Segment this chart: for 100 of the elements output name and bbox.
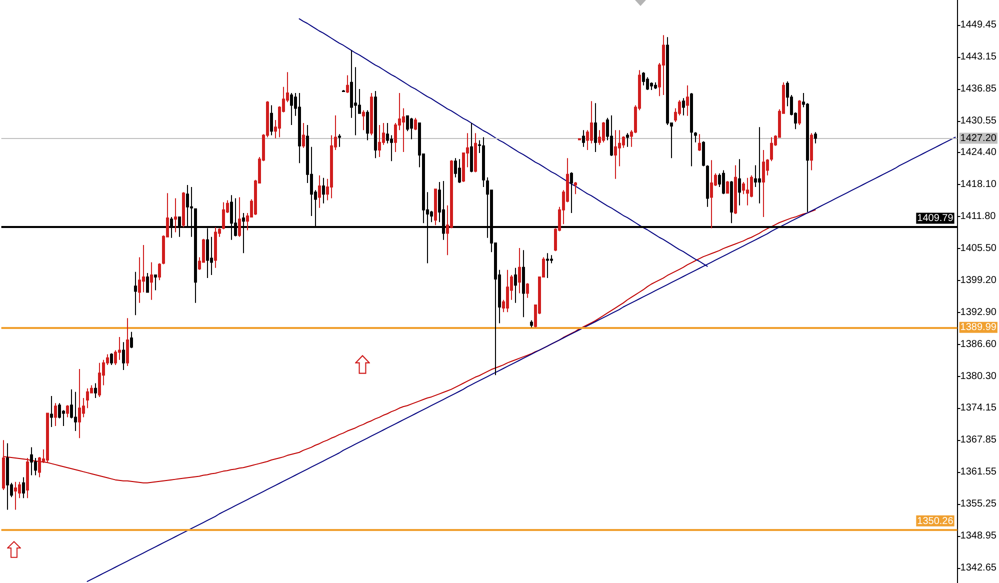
candlestick — [650, 82, 653, 90]
candlestick — [698, 134, 701, 152]
ref-line-label: 1350.26 — [917, 516, 954, 527]
candlestick — [574, 181, 577, 195]
candlestick — [810, 132, 813, 171]
candlestick — [370, 92, 373, 136]
candlestick — [470, 122, 473, 173]
candlestick — [770, 136, 773, 162]
candlestick — [602, 121, 605, 143]
candlestick — [290, 92, 293, 126]
candlestick — [270, 104, 273, 136]
candlestick — [610, 114, 613, 157]
y-tick-label: 1367.85 — [960, 434, 997, 446]
y-tick-label: 1424.40 — [960, 146, 997, 158]
candlestick — [814, 132, 817, 144]
candlestick — [694, 132, 697, 143]
ref-line-label: 1389.99 — [960, 322, 997, 333]
candlestick — [474, 132, 477, 173]
candlestick — [690, 92, 693, 167]
candlestick — [662, 34, 665, 96]
candlestick — [150, 262, 153, 300]
candlestick — [322, 177, 325, 204]
candlestick — [578, 138, 581, 141]
line-series — [2, 209, 816, 484]
candlestick — [86, 388, 89, 409]
candlestick — [570, 172, 573, 214]
candlestick — [458, 158, 461, 184]
y-tick-label: 1418.10 — [960, 179, 997, 190]
y-tick-label: 1436.85 — [960, 84, 997, 95]
candlestick — [710, 160, 713, 229]
candlestick — [410, 117, 413, 140]
ref-line-label: 1427.20 — [960, 132, 997, 144]
candlestick — [706, 164, 709, 208]
candlestick — [526, 282, 529, 298]
candlestick — [682, 98, 685, 116]
candlestick — [726, 180, 729, 194]
candlestick — [746, 177, 749, 206]
candlestick — [730, 180, 733, 224]
y-tick-label: 1411.80 — [960, 211, 996, 222]
candlestick — [110, 352, 113, 366]
candlestick — [238, 196, 241, 238]
candlestick — [302, 122, 305, 148]
candlestick — [366, 110, 369, 141]
candlestick — [582, 130, 585, 148]
candlestick — [626, 132, 629, 148]
candlestick — [94, 382, 97, 398]
y-tick-label: 1405.50 — [960, 243, 997, 254]
candlestick — [26, 457, 29, 499]
candlestick — [74, 391, 77, 432]
candlestick — [594, 102, 597, 152]
candlestick — [50, 395, 53, 428]
candlestick — [338, 134, 341, 148]
candlestick — [362, 110, 365, 131]
candlestick — [30, 446, 33, 476]
candlestick — [46, 412, 49, 463]
candlestick — [378, 124, 381, 158]
candlestick — [22, 476, 25, 499]
candlestick — [98, 362, 101, 398]
y-tick-label: 1342.65 — [960, 562, 997, 574]
candlestick — [738, 158, 741, 206]
candlestick — [374, 90, 377, 159]
candlestick — [158, 262, 161, 281]
candlestick — [342, 89, 345, 92]
candlestick — [414, 117, 417, 131]
candlestick — [506, 269, 509, 313]
candlestick — [518, 248, 521, 294]
candlestick — [222, 202, 225, 230]
candlestick — [146, 272, 149, 293]
candlestick — [174, 198, 177, 233]
candlestick — [122, 342, 125, 371]
candlestick — [214, 226, 217, 268]
candlestick — [522, 250, 525, 318]
y-tick-label: 1348.95 — [960, 530, 997, 542]
candlestick — [318, 174, 321, 208]
candlestick — [2, 440, 5, 490]
y-tick-label: 1355.25 — [960, 498, 997, 510]
y-tick-label: 1386.60 — [960, 339, 997, 350]
candlestick — [154, 274, 157, 291]
ref-line-label: 1409.79 — [917, 213, 954, 224]
candlestick — [126, 318, 129, 366]
candlestick — [654, 82, 657, 90]
candlestick — [78, 368, 81, 439]
candlestick — [134, 271, 137, 316]
candlestick — [482, 136, 485, 188]
candlestick — [798, 100, 801, 126]
candlestick — [182, 192, 185, 228]
candlestick — [514, 267, 517, 304]
candlestick — [6, 442, 9, 510]
candlestick — [762, 149, 765, 218]
y-tick-label: 1449.45 — [960, 20, 997, 31]
candlestick — [14, 481, 17, 510]
candlestick — [130, 331, 133, 349]
candlestick — [530, 320, 533, 328]
candlestick — [66, 404, 69, 418]
y-tick-label: 1374.15 — [960, 402, 997, 414]
y-tick-label: 1392.90 — [960, 307, 997, 318]
candlestick — [722, 170, 725, 195]
candlestick — [758, 126, 761, 204]
candlestick — [702, 140, 705, 167]
y-tick-label: 1361.55 — [960, 466, 997, 478]
